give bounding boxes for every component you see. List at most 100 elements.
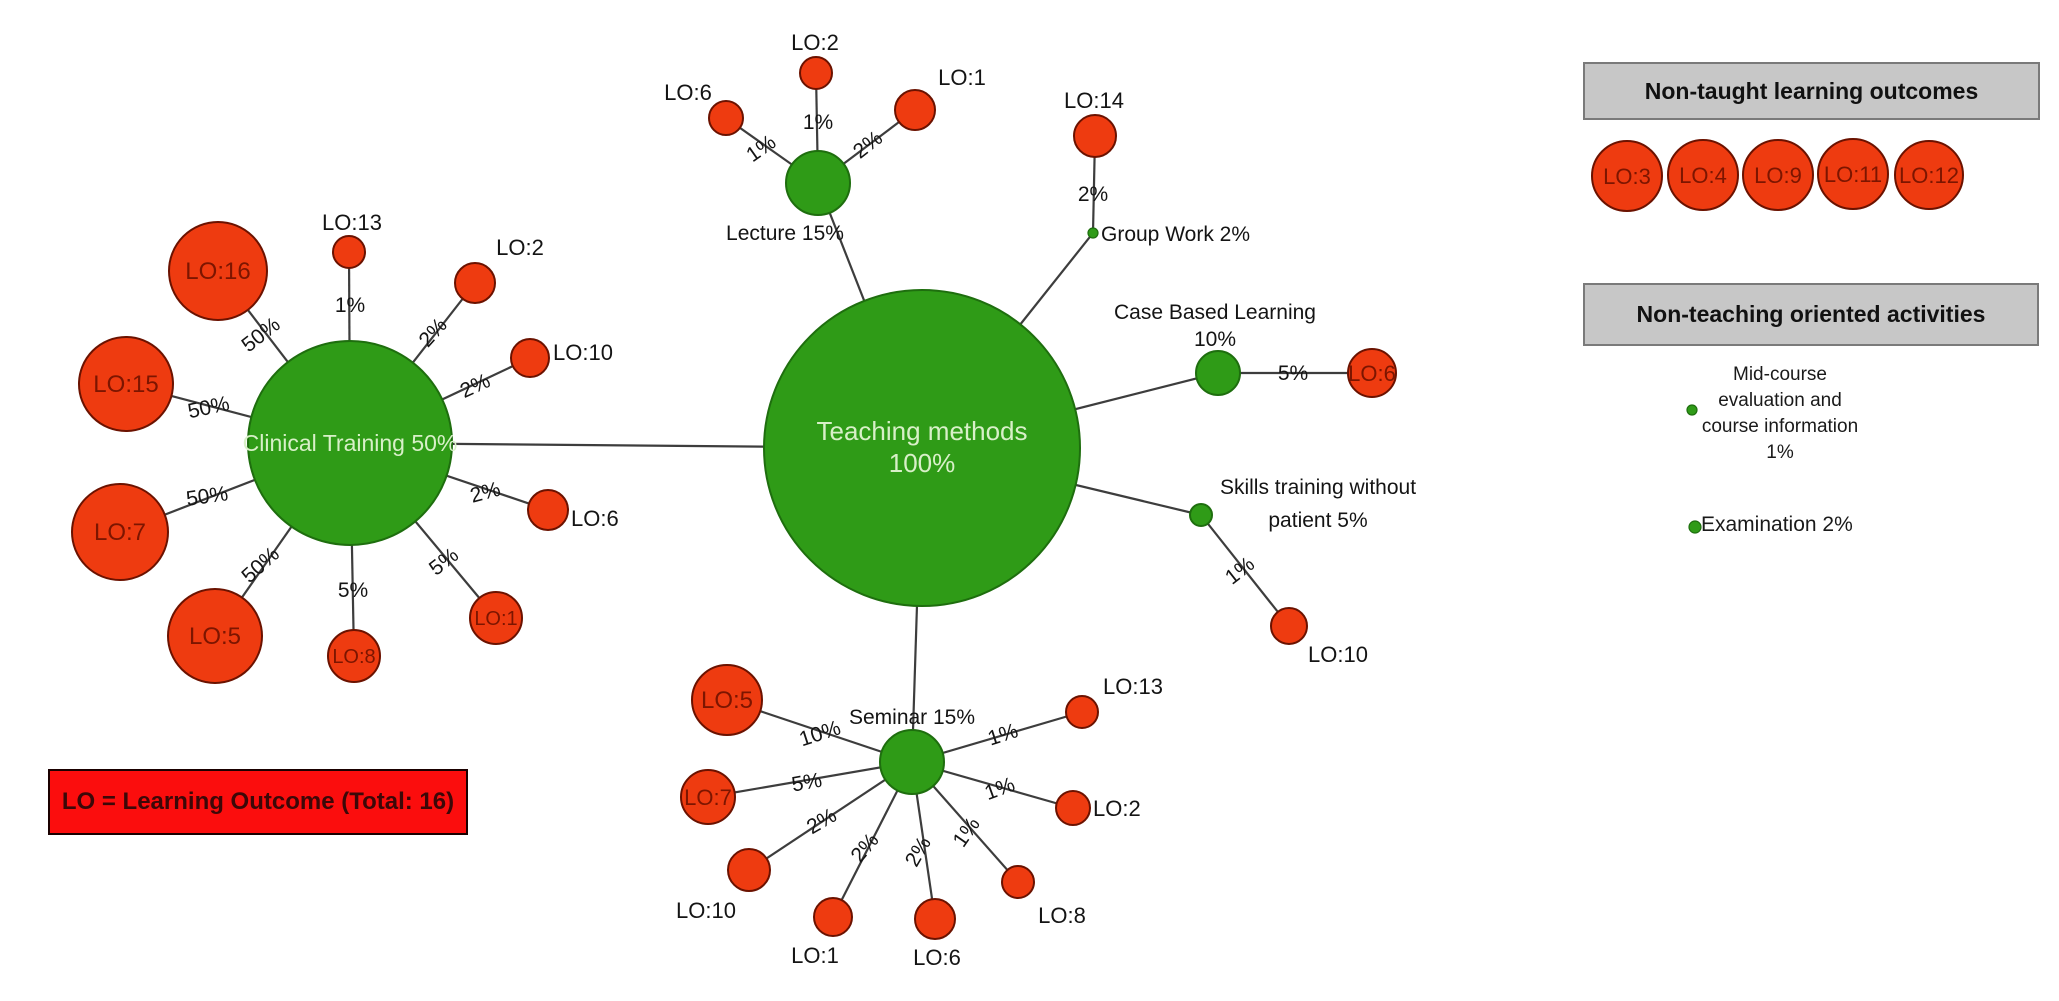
node-groupwork — [1087, 227, 1099, 239]
node-label-m7-line-1: LO:7 — [684, 785, 732, 810]
node-b6 — [1347, 348, 1397, 398]
node-teaching — [763, 289, 1081, 607]
node-label-r9: LO:9 — [1754, 163, 1802, 188]
node-l1 — [894, 89, 936, 131]
node-label-l1: LO:1 — [938, 65, 986, 90]
node-label-groupwork-line-1: Group Work 2% — [1101, 223, 1250, 246]
node-label-r4-line-1: LO:4 — [1679, 163, 1727, 188]
node-label-m2: LO:2 — [1093, 796, 1141, 821]
node-c2 — [454, 262, 496, 304]
node-label-c5-line-1: LO:5 — [189, 623, 241, 650]
node-label-lecture-line-1: Lecture 15% — [726, 222, 844, 245]
node-label-c1-line-1: LO:1 — [474, 608, 517, 630]
nodes-layer — [71, 56, 1964, 940]
node-label-b6: LO:6 — [1348, 361, 1396, 386]
node-label-c13: LO:13 — [322, 210, 382, 235]
edge-label-seminar-m2: 1% — [982, 773, 1018, 805]
node-r4 — [1667, 139, 1739, 211]
node-m2 — [1055, 790, 1091, 826]
node-labels-layer: Teaching methods 100% Clinical Training 50… — [93, 30, 1959, 970]
edge-label-seminar-m8: 1% — [949, 813, 985, 851]
node-label-m1: LO:1 — [791, 943, 839, 968]
node-label-cbl: Case Based Learning 10% — [1114, 301, 1316, 351]
edge-label-lecture-l6: 1% — [742, 131, 780, 167]
node-m7 — [680, 769, 736, 825]
node-label-r3-line-1: LO:3 — [1603, 164, 1651, 189]
edge-label-clinical-c5: 50% — [237, 543, 284, 588]
node-label-c1: LO:1 — [474, 608, 517, 630]
node-label-c16-line-1: LO:16 — [185, 258, 250, 285]
edge-label-groupwork-g14: 2% — [1078, 183, 1108, 206]
midcourse-line-4: 1% — [1766, 442, 1794, 463]
node-label-c8-line-1: LO:8 — [332, 646, 375, 668]
edge-label-seminar-m6: 2% — [901, 833, 936, 871]
node-label-skills-line-1: Skills training without — [1220, 476, 1416, 499]
midcourse-evaluation-note: Mid-course evaluation and course informa… — [1660, 362, 1900, 466]
node-label-groupwork: Group Work 2% — [1101, 223, 1250, 246]
node-l6 — [708, 100, 744, 136]
edge-seminar-m7 — [707, 760, 913, 799]
node-label-teaching-line-1: Teaching methods — [816, 416, 1027, 446]
edge-label-clinical-c8: 5% — [338, 579, 368, 602]
legend-box: LO = Learning Outcome (Total: 16) — [48, 769, 468, 835]
node-label-c6-line-1: LO:6 — [571, 506, 619, 531]
node-label-seminar: Seminar 15% — [849, 706, 975, 729]
node-label-l2-line-1: LO:2 — [791, 30, 839, 55]
edge-label-seminar-m10: 2% — [803, 804, 841, 839]
node-label-skills-line-2: patient 5% — [1268, 509, 1367, 532]
node-c1 — [469, 591, 523, 645]
midcourse-line-1: Mid-course — [1733, 364, 1827, 385]
edge-label-clinical-c7: 50% — [185, 482, 230, 511]
node-label-r11-line-1: LO:11 — [1824, 162, 1882, 187]
node-seminar — [879, 729, 945, 795]
node-label-m6: LO:6 — [913, 945, 961, 970]
node-label-l2: LO:2 — [791, 30, 839, 55]
node-label-c13-line-1: LO:13 — [322, 210, 382, 235]
node-label-c16: LO:16 — [185, 258, 250, 285]
node-m1 — [813, 897, 853, 937]
node-r11 — [1817, 138, 1889, 210]
midcourse-line-2: evaluation and — [1718, 390, 1842, 411]
node-label-l1-line-1: LO:1 — [938, 65, 986, 90]
node-label-m2-line-1: LO:2 — [1093, 796, 1141, 821]
node-m13 — [1065, 695, 1099, 729]
legend-label: LO = Learning Outcome (Total: 16) — [61, 788, 455, 815]
node-label-l6-line-1: LO:6 — [664, 80, 712, 105]
node-c15 — [78, 336, 174, 432]
node-label-m10: LO:10 — [676, 898, 736, 923]
node-g14 — [1073, 114, 1117, 158]
node-label-g14-line-1: LO:14 — [1064, 88, 1124, 113]
node-label-m5-line-1: LO:5 — [701, 687, 753, 714]
node-cbl — [1195, 350, 1241, 396]
panel-header-non-teaching-label: Non-teaching oriented activities — [1636, 301, 1986, 327]
edge-label-lecture-l2: 1% — [803, 111, 833, 134]
node-label-m13: LO:13 — [1103, 674, 1163, 699]
node-label-m10-line-1: LO:10 — [676, 898, 736, 923]
node-label-r12: LO:12 — [1899, 163, 1959, 188]
node-label-c2: LO:2 — [496, 235, 544, 260]
edge-label-clinical-c15: 50% — [186, 392, 232, 423]
node-label-s10: LO:10 — [1308, 642, 1368, 667]
node-label-cbl-line-2: 10% — [1194, 328, 1236, 351]
node-m8 — [1001, 865, 1035, 899]
node-label-m1-line-1: LO:1 — [791, 943, 839, 968]
node-r9 — [1742, 139, 1814, 211]
node-label-r9-line-1: LO:9 — [1754, 163, 1802, 188]
edge-label-clinical-c1: 5% — [425, 543, 463, 580]
node-label-skills: Skills training without patient 5% — [1220, 476, 1416, 532]
edge-label-clinical-c13: 1% — [335, 294, 365, 317]
node-label-s10-line-1: LO:10 — [1308, 642, 1368, 667]
node-label-c10: LO:10 — [553, 340, 613, 365]
node-c6 — [527, 489, 569, 531]
node-label-c6: LO:6 — [571, 506, 619, 531]
node-label-l6: LO:6 — [664, 80, 712, 105]
node-label-g14: LO:14 — [1064, 88, 1124, 113]
node-label-c15-line-1: LO:15 — [93, 371, 158, 398]
examination-note: Examination 2% — [1701, 513, 1853, 537]
node-skills — [1189, 503, 1213, 527]
node-label-m5: LO:5 — [701, 687, 753, 714]
node-label-c7-line-1: LO:7 — [94, 519, 146, 546]
node-label-c10-line-1: LO:10 — [553, 340, 613, 365]
